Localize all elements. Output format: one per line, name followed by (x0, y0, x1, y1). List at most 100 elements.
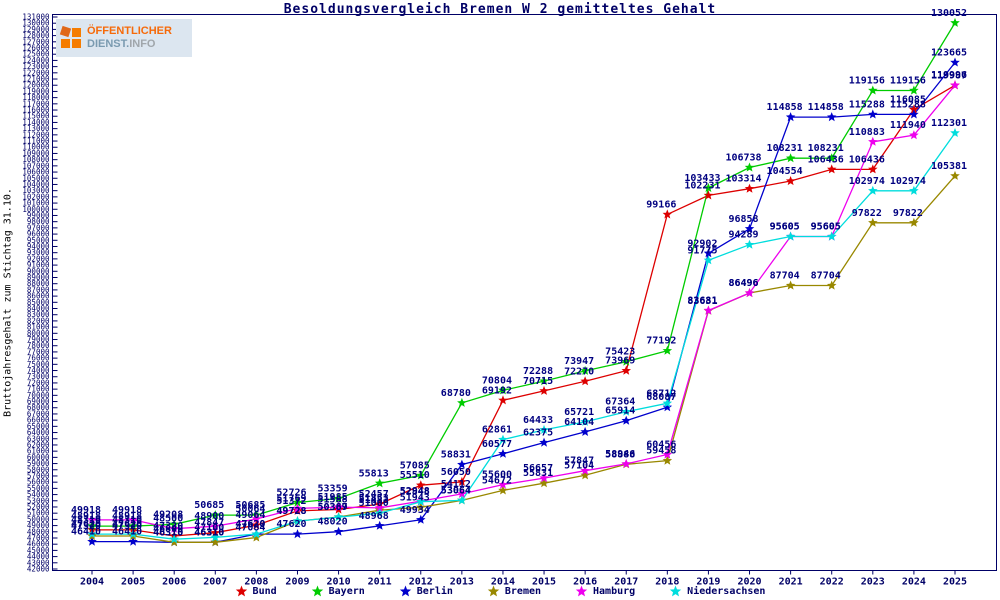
y-tick-label: 126000 (22, 44, 50, 53)
x-tick-label: 2018 (655, 577, 679, 588)
point-label: 52726 (276, 487, 306, 498)
point-label: 53359 (318, 484, 348, 495)
point-label: 49064 (235, 510, 265, 521)
data-point-bremen (868, 217, 878, 227)
y-tick-label: 67000 (27, 409, 50, 418)
point-label: 53064 (441, 485, 471, 496)
point-label: 106738 (725, 152, 761, 163)
point-label: 73969 (605, 356, 635, 367)
data-point-hamburg (703, 305, 714, 315)
data-point-niedersachsen (416, 496, 426, 506)
site-logo[interactable]: ÖFFENTLICHER DIENST.INFO (56, 19, 192, 57)
logo-line1: ÖFFENTLICHER (87, 25, 172, 37)
point-label: 51853 (359, 493, 389, 504)
point-label: 97822 (893, 208, 923, 219)
y-tick-label: 77000 (27, 347, 50, 356)
y-tick-label: 107000 (22, 161, 50, 170)
y-tick-label: 119000 (22, 87, 50, 96)
point-label: 50685 (194, 500, 224, 511)
data-point-bund (498, 395, 508, 405)
x-tick-label: 2012 (409, 577, 433, 588)
y-tick-label: 115000 (22, 112, 50, 121)
data-point-bund (662, 209, 673, 219)
data-point-bremen (169, 537, 179, 547)
y-tick-label: 49000 (27, 521, 50, 530)
point-label: 99166 (646, 199, 676, 210)
x-tick-label: 2008 (244, 577, 268, 588)
x-tick-label: 2004 (80, 577, 104, 588)
legend-label: Berlin (416, 586, 453, 597)
y-tick-label: 73000 (27, 372, 50, 381)
y-tick-label: 51000 (27, 509, 50, 518)
point-label: 55600 (482, 470, 512, 481)
data-point-niedersachsen (498, 434, 508, 444)
point-label: 114858 (767, 102, 803, 113)
point-label: 62375 (523, 428, 553, 439)
point-label: 67364 (605, 397, 635, 408)
point-label: 105381 (931, 161, 967, 172)
y-tick-label: 92000 (27, 254, 50, 263)
y-tick-label: 109000 (22, 149, 50, 158)
point-label: 119996 (931, 70, 967, 81)
legend-marker-icon (235, 585, 247, 597)
point-label: 51000 (359, 498, 389, 509)
point-label: 62861 (482, 425, 512, 436)
data-point-bayern (909, 85, 919, 95)
point-label: 104554 (767, 166, 803, 177)
point-label: 95605 (811, 222, 841, 233)
point-label: 47100 (194, 522, 224, 533)
y-tick-label: 118000 (22, 93, 50, 102)
y-tick-label: 116000 (22, 106, 50, 115)
y-tick-label: 99000 (27, 211, 50, 220)
point-label: 68087 (646, 392, 676, 403)
y-tick-label: 75000 (27, 360, 50, 369)
data-point-bund (703, 190, 714, 200)
point-label: 46310 (153, 527, 183, 538)
point-label: 60577 (482, 439, 512, 450)
data-point-bayern (868, 85, 878, 95)
x-tick-label: 2009 (285, 577, 309, 588)
point-label: 58888 (605, 449, 635, 460)
x-tick-label: 2017 (614, 577, 638, 588)
y-tick-label: 125000 (22, 50, 50, 59)
y-tick-label: 64000 (27, 428, 50, 437)
data-point-bayern (744, 162, 755, 172)
point-label: 115288 (849, 99, 885, 110)
point-label: 86496 (728, 278, 758, 289)
data-point-hamburg (292, 503, 303, 513)
point-label: 68780 (441, 388, 471, 399)
series-line-bund (92, 84, 956, 537)
point-label: 56050 (441, 467, 471, 478)
y-tick-label: 90000 (27, 267, 50, 276)
y-tick-label: 131000 (22, 13, 50, 22)
data-point-niedersachsen (128, 529, 138, 539)
point-label: 51769 (276, 493, 306, 504)
point-label: 52948 (400, 486, 430, 497)
x-tick-label: 2025 (943, 577, 967, 588)
y-tick-label: 82000 (27, 316, 50, 325)
point-label: 130052 (931, 8, 967, 19)
legend-item-bayern: Bayern (311, 585, 365, 598)
data-point-bund (210, 527, 220, 537)
y-tick-label: 129000 (22, 25, 50, 34)
data-point-niedersachsen (580, 416, 590, 426)
data-point-bayern (498, 385, 508, 395)
y-tick-label: 78000 (27, 341, 50, 350)
logo-line2b: INFO (129, 38, 156, 50)
x-tick-label: 2020 (737, 577, 761, 588)
y-tick-label: 105000 (22, 174, 50, 183)
point-label: 87704 (811, 271, 841, 282)
data-point-hamburg (210, 521, 220, 531)
data-point-bund (827, 164, 837, 174)
point-label: 119156 (890, 75, 926, 86)
data-point-bremen (909, 217, 919, 227)
point-label: 46310 (153, 527, 183, 538)
y-tick-label: 88000 (27, 279, 50, 288)
y-tick-label: 122000 (22, 68, 50, 77)
point-label: 51372 (276, 496, 306, 507)
y-tick-label: 46000 (27, 540, 50, 549)
point-label: 55510 (400, 470, 430, 481)
y-tick-label: 111000 (22, 137, 50, 146)
y-tick-label: 47000 (27, 533, 50, 542)
